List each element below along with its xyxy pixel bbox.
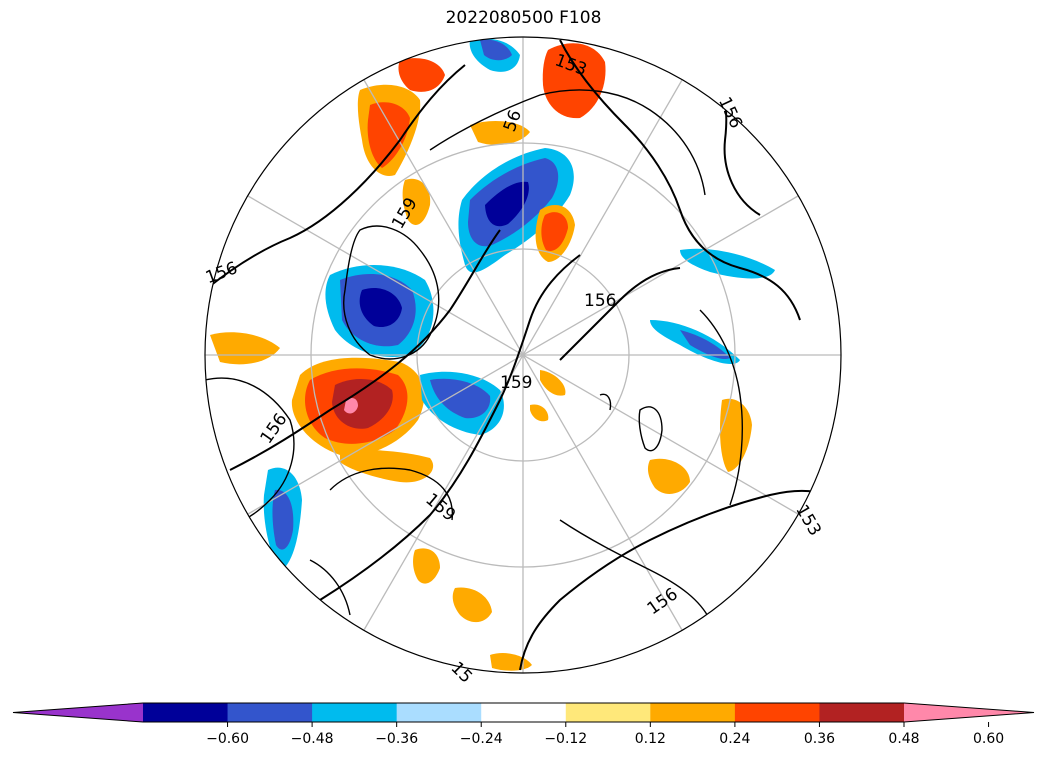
colorbar-tick-label: 0.24 bbox=[719, 731, 750, 747]
positive-anomaly-patch bbox=[452, 587, 492, 623]
colorbar-segment bbox=[650, 703, 736, 722]
negative-anomaly-patch bbox=[680, 330, 730, 360]
colorbar-tick-label: 0.36 bbox=[804, 731, 835, 747]
map-title: 2022080500 F108 bbox=[445, 8, 602, 28]
colorbar-tick-label: −0.24 bbox=[460, 731, 503, 747]
positive-anomaly-patch bbox=[490, 653, 532, 671]
positive-anomaly-patch bbox=[530, 404, 549, 422]
positive-anomaly-patch bbox=[332, 378, 393, 429]
negative-anomaly-patch bbox=[272, 489, 294, 550]
contour-label: 156 bbox=[203, 258, 240, 288]
contour-label: 15 bbox=[447, 658, 476, 687]
colorbar-extend-low bbox=[13, 703, 143, 722]
coastlines bbox=[205, 89, 743, 621]
positive-anomaly-patch bbox=[540, 370, 566, 396]
positive-anomaly-patch bbox=[413, 548, 440, 584]
colorbar-tick-label: 0.48 bbox=[888, 731, 919, 747]
colorbar-segment bbox=[565, 703, 651, 722]
positive-anomaly-patch bbox=[340, 450, 434, 483]
positive-anomaly-patch bbox=[367, 102, 410, 168]
colorbar-segment bbox=[481, 703, 567, 722]
colorbar-tick-label: −0.36 bbox=[375, 731, 418, 747]
colorbar-segment bbox=[396, 703, 482, 722]
colorbar-tick-label: −0.48 bbox=[291, 731, 334, 747]
negative-anomaly-patch bbox=[430, 378, 491, 419]
colorbar-extend-high bbox=[904, 703, 1034, 722]
colorbar-tick-label: −0.12 bbox=[544, 731, 587, 747]
positive-anomaly-patch bbox=[470, 120, 530, 145]
colorbar-segment bbox=[819, 703, 905, 722]
graticule bbox=[205, 37, 841, 673]
positive-anomaly-patch bbox=[541, 212, 568, 251]
positive-anomaly-patch bbox=[720, 398, 752, 472]
negative-anomaly-patch bbox=[359, 288, 402, 328]
contour-label: 156 bbox=[584, 291, 616, 311]
colorbar-outline bbox=[12, 702, 1035, 723]
positive-anomaly-patch bbox=[398, 58, 445, 92]
contour-label: 156 bbox=[644, 584, 682, 619]
positive-anomaly-patch bbox=[344, 398, 358, 414]
contour-label: 156 bbox=[714, 94, 746, 132]
colorbar-tick-label: 0.12 bbox=[635, 731, 666, 747]
height-contours bbox=[205, 37, 841, 671]
negative-anomaly-patch bbox=[480, 39, 512, 61]
negative-anomaly-patch bbox=[485, 181, 529, 227]
positive-anomaly-patch bbox=[402, 178, 431, 225]
colorbar-segment bbox=[312, 703, 398, 722]
colorbar-segment bbox=[143, 703, 229, 722]
colorbar-segment bbox=[227, 703, 313, 722]
colorbar-tick-label: 0.60 bbox=[973, 731, 1004, 747]
positive-anomaly-patch bbox=[210, 332, 280, 365]
map-boundary bbox=[204, 36, 842, 674]
colorbar-segment bbox=[734, 703, 820, 722]
polar-map-disk bbox=[205, 37, 841, 673]
contour-label: 159 bbox=[500, 373, 532, 393]
colorbar-tick-label: −0.60 bbox=[206, 731, 249, 747]
positive-anomaly-patch bbox=[647, 458, 690, 494]
colorbar: −0.60 −0.48 −0.36 −0.24 −0.12 0.12 0.24 0.36 0.4… bbox=[12, 702, 1035, 747]
contour-label: 153 bbox=[791, 501, 825, 539]
positive-anomaly-patch bbox=[542, 43, 606, 119]
